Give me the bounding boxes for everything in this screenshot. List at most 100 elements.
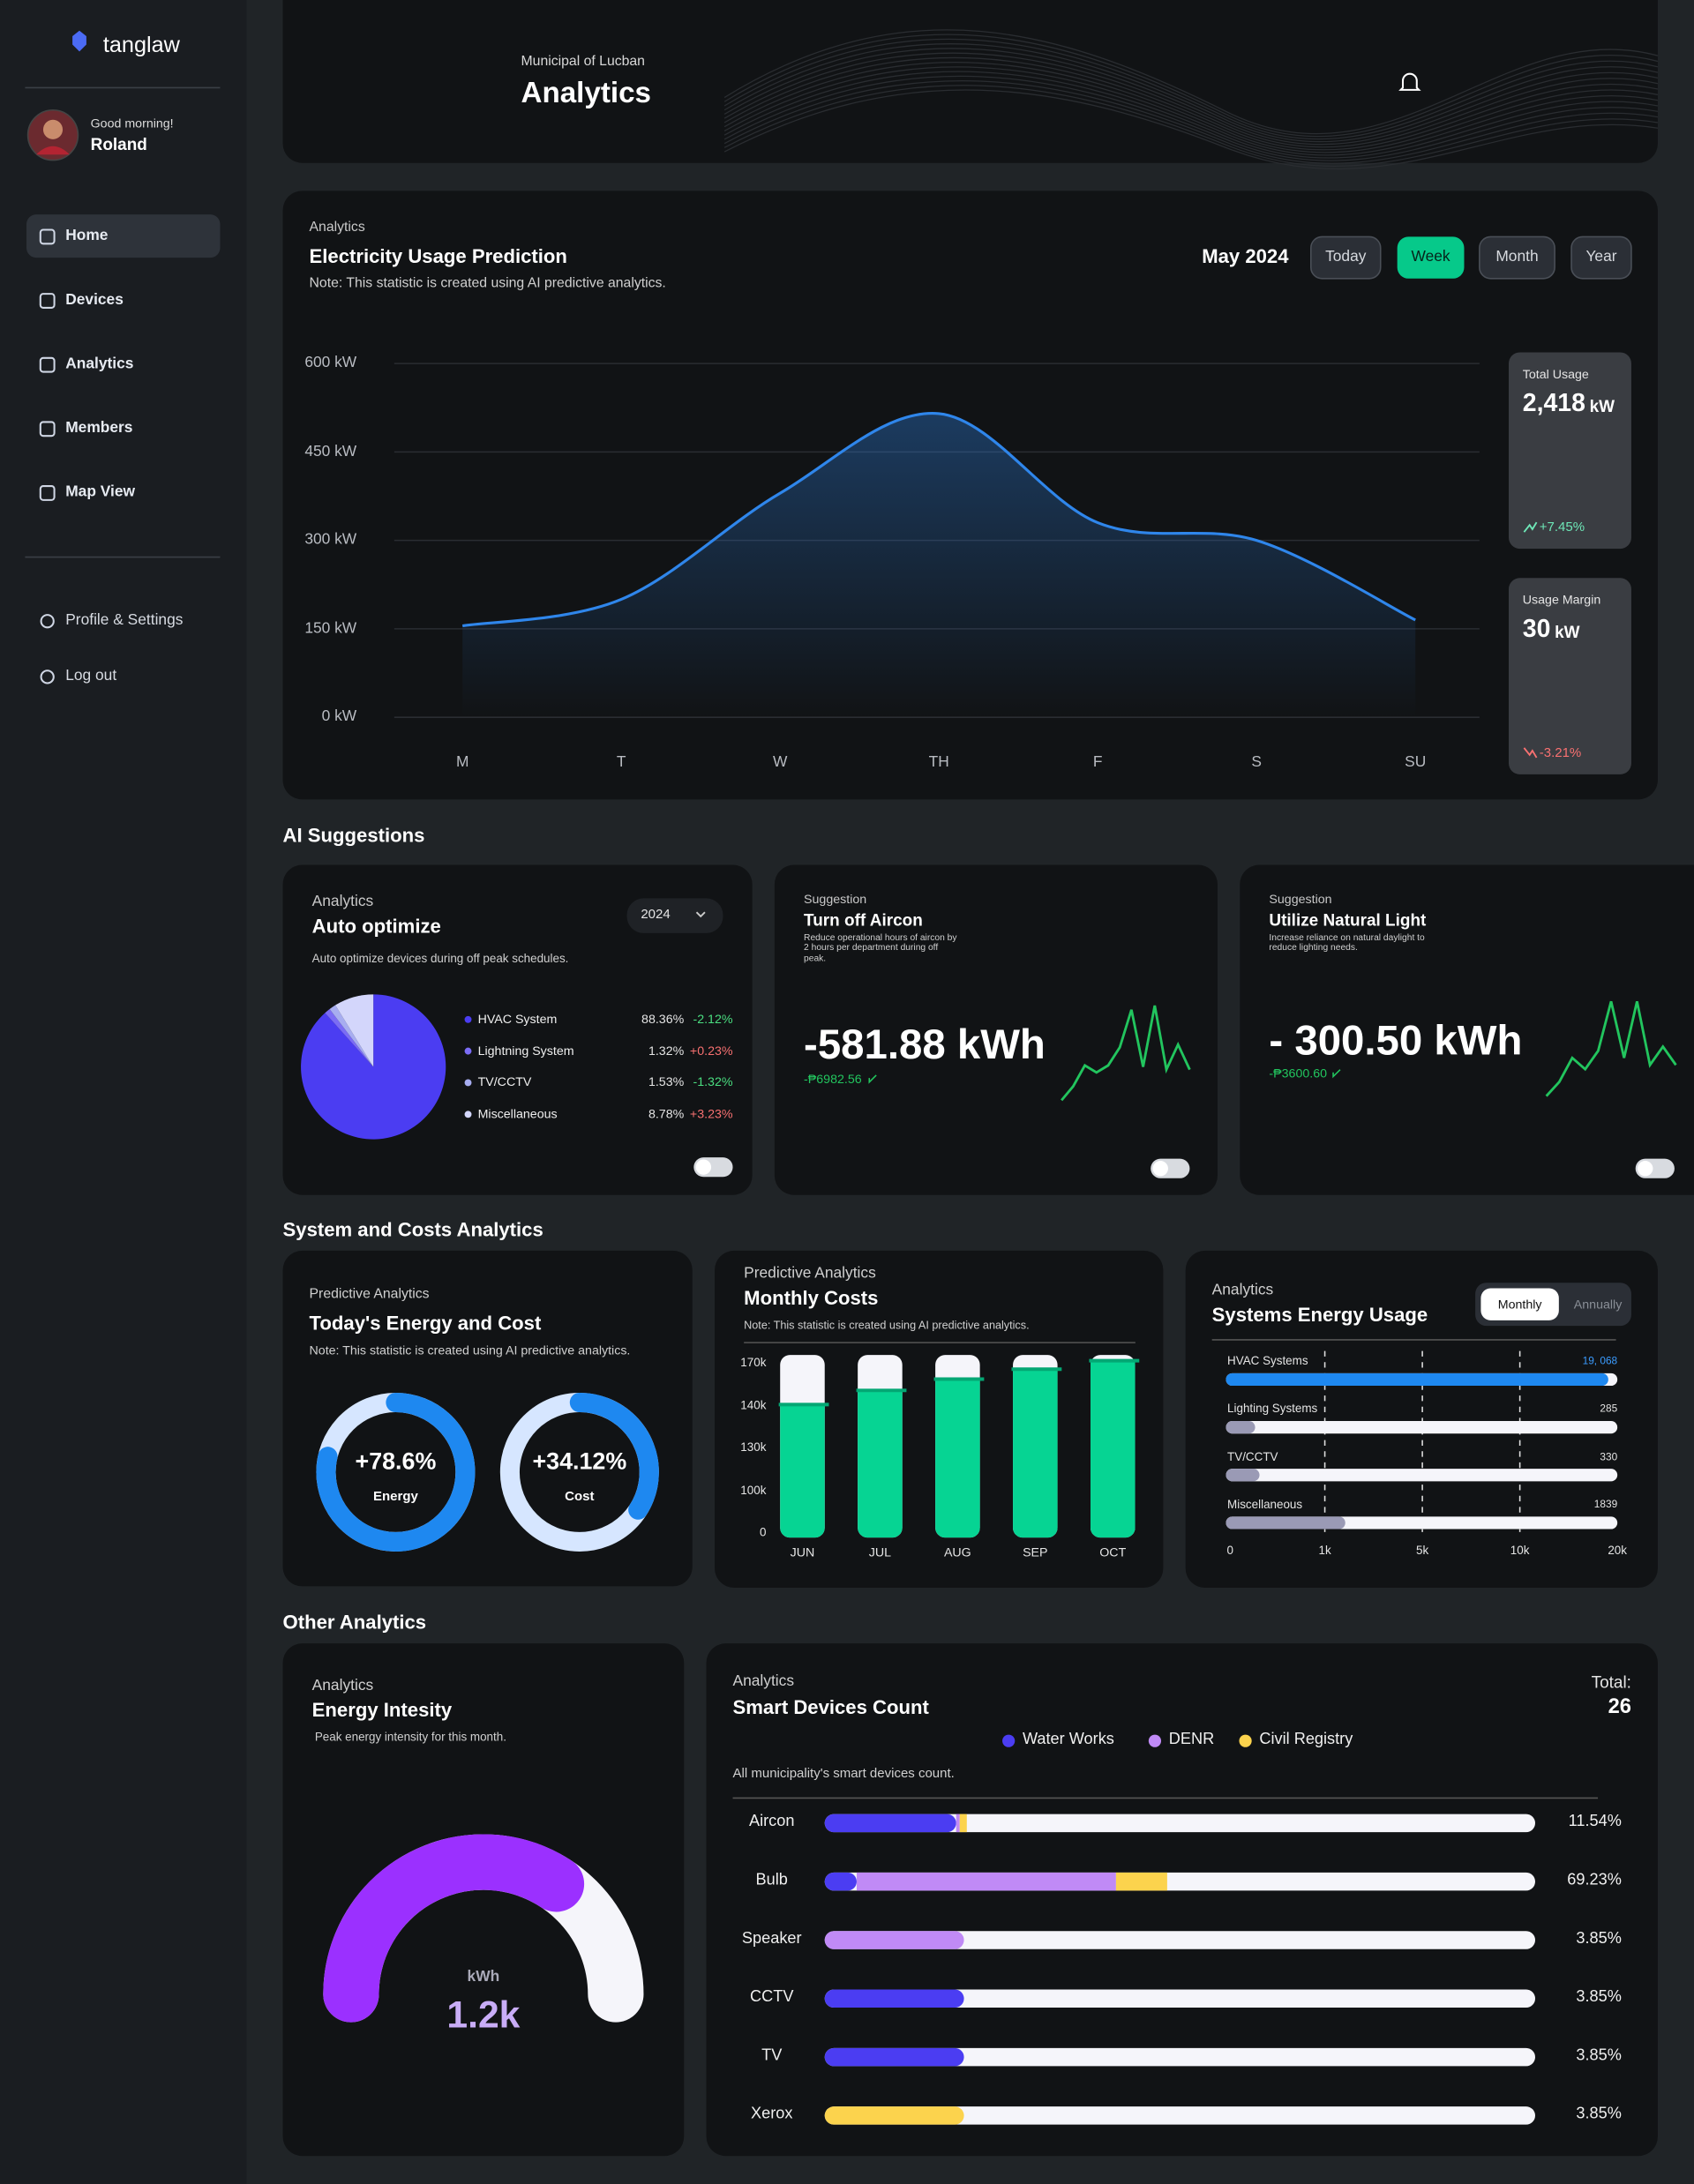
card-description: All municipality's smart devices count. — [732, 1766, 955, 1782]
legend-dot — [464, 1047, 472, 1055]
card-title: Systems Energy Usage — [1211, 1303, 1428, 1326]
x-tick-label: TH — [928, 753, 949, 771]
section-label: Analytics — [309, 220, 365, 236]
wave-decoration — [723, 52, 1659, 148]
legend-label: DENR — [1168, 1731, 1215, 1748]
x-tick-label: JUN — [790, 1545, 815, 1559]
nav-icon — [39, 356, 56, 373]
tab-label[interactable]: Week — [1411, 248, 1450, 266]
stat-label: Usage Margin — [1522, 593, 1601, 607]
donut-value: +78.6% — [355, 1447, 437, 1475]
bar-track — [1226, 1421, 1618, 1434]
gauge-arc — [323, 1834, 585, 2023]
bar-segment — [824, 2047, 964, 2067]
tab-label[interactable]: Year — [1585, 248, 1617, 266]
period-label: May 2024 — [1202, 244, 1289, 267]
cost-value: -₱3600.60 — [1269, 1066, 1328, 1081]
donut-arc — [316, 1392, 476, 1552]
legend-label: Civil Registry — [1259, 1731, 1353, 1748]
tab-label[interactable]: Month — [1495, 248, 1539, 266]
nav-item[interactable]: Map View — [65, 483, 136, 501]
card-description: Peak energy intensity for this month. — [314, 1729, 506, 1744]
year-dropdown[interactable] — [626, 898, 723, 933]
card-description: Reduce operational hours of aircon by 2 … — [804, 932, 957, 964]
segment-label[interactable]: Monthly — [1497, 1297, 1542, 1312]
donut-label: Cost — [565, 1489, 595, 1505]
legend-dot — [464, 1079, 472, 1087]
bar-track — [824, 1814, 1536, 1833]
trend-icon — [1523, 521, 1538, 533]
bar — [1226, 1421, 1256, 1434]
legend-label: TV/CCTV — [477, 1074, 532, 1089]
donut-arc — [569, 1392, 659, 1520]
segment-label[interactable]: Annually — [1573, 1297, 1623, 1312]
wave-decoration — [723, 43, 1659, 143]
card — [706, 1643, 1658, 2157]
x-tick-label: 5k — [1416, 1543, 1429, 1558]
legend-value: 88.36% — [641, 1012, 685, 1027]
account-item[interactable]: Log out — [65, 667, 117, 684]
card-note: Note: This statistic is created using AI… — [309, 275, 666, 291]
section-label: Analytics — [732, 1672, 795, 1690]
bar-track — [824, 2047, 1536, 2067]
legend-change: -2.12% — [693, 1012, 733, 1027]
account-item[interactable]: Profile & Settings — [65, 611, 184, 629]
tab-button[interactable] — [1479, 236, 1555, 280]
account-icon — [40, 669, 55, 684]
x-tick-label: 1k — [1318, 1543, 1331, 1558]
gauge-unit: kWh — [467, 1968, 500, 1986]
gauge-value: 1.2k — [446, 1993, 521, 2037]
tab-button[interactable] — [1570, 236, 1632, 280]
legend-dot — [1002, 1734, 1016, 1747]
logo-icon — [72, 30, 86, 52]
nav-active — [26, 214, 221, 258]
row-label: Xerox — [751, 2105, 793, 2123]
segment-active[interactable] — [1480, 1288, 1559, 1320]
wave-decoration — [723, 71, 1659, 159]
share-label: 3.85% — [1576, 1930, 1622, 1948]
bell-icon[interactable] — [1398, 72, 1421, 91]
card-note: Note: This statistic is created using AI… — [744, 1319, 1030, 1332]
legend-label: Lightning System — [477, 1043, 574, 1058]
stat-card — [1509, 352, 1631, 550]
savings-value: -581.88 kWh — [804, 1021, 1046, 1069]
brand-name: tanglaw — [102, 34, 180, 58]
section-heading: Other Analytics — [282, 1611, 427, 1634]
wave-decoration — [723, 80, 1659, 164]
nav-item[interactable]: Analytics — [65, 355, 134, 373]
nav-item[interactable]: Home — [65, 228, 109, 244]
wave-decoration — [723, 89, 1659, 170]
card-title: Utilize Natural Light — [1269, 910, 1427, 931]
savings-value: - 300.50 kWh — [1269, 1018, 1523, 1065]
card-title: Monthly Costs — [744, 1286, 879, 1309]
sparkline — [1061, 1005, 1191, 1102]
pie-slice — [301, 994, 446, 1140]
nav-item[interactable]: Members — [65, 419, 133, 437]
card-title: Electricity Usage Prediction — [309, 244, 567, 267]
stat-unit: kW — [1555, 622, 1580, 642]
stat-unit: kW — [1589, 396, 1615, 416]
wave-decoration — [723, 66, 1659, 156]
bar-segment — [956, 1814, 960, 1833]
dropdown-label[interactable]: 2024 — [641, 907, 671, 923]
row-label: TV — [761, 2047, 783, 2065]
card-title: Today's Energy and Cost — [309, 1311, 542, 1335]
wave-decoration — [723, 48, 1659, 146]
section-heading: AI Suggestions — [282, 824, 425, 847]
bar-value: 285 — [1600, 1402, 1618, 1415]
row-label: CCTV — [750, 1988, 794, 2006]
bar-segment — [824, 1931, 964, 1949]
bar-label: Miscellaneous — [1227, 1497, 1303, 1511]
tab-button[interactable] — [1397, 236, 1465, 279]
tab-button[interactable] — [1310, 236, 1382, 280]
nav-item[interactable]: Devices — [65, 291, 124, 309]
tab-label[interactable]: Today — [1325, 248, 1367, 266]
cost-value: -₱6982.56 — [804, 1072, 862, 1086]
toggle-knob — [1638, 1161, 1653, 1177]
x-tick-label: 0 — [1226, 1543, 1233, 1558]
share-label: 3.85% — [1576, 2047, 1622, 2065]
avatar-body — [36, 146, 70, 155]
card — [1185, 1250, 1658, 1589]
card-title: Smart Devices Count — [732, 1695, 929, 1718]
card-description: Increase reliance on natural daylight to… — [1269, 932, 1425, 954]
